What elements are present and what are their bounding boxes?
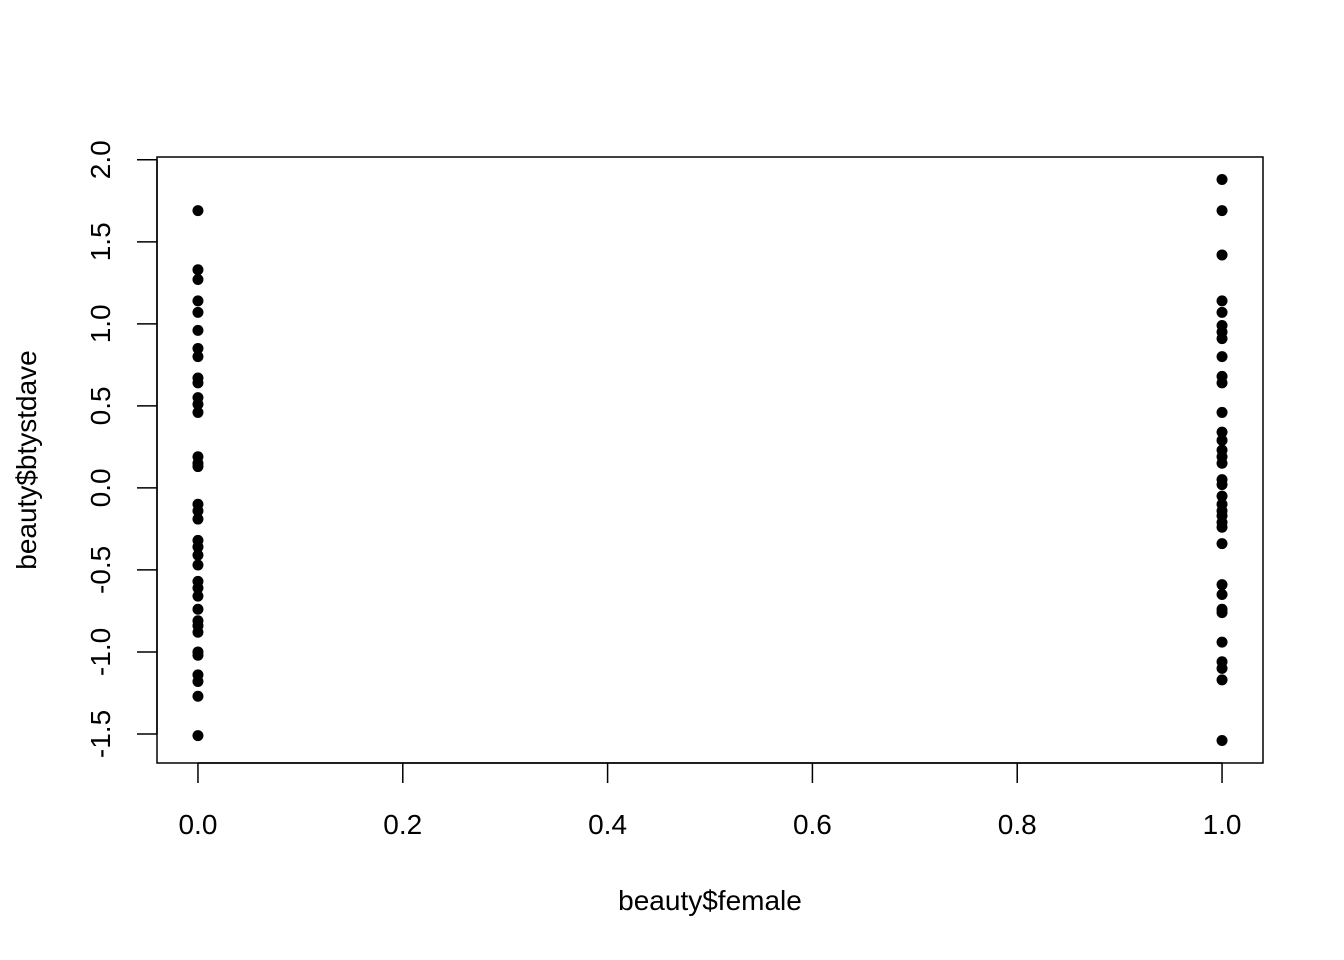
point bbox=[1216, 426, 1228, 438]
point bbox=[1216, 674, 1228, 686]
point bbox=[192, 342, 204, 354]
y-tick-label: 1.5 bbox=[85, 222, 116, 261]
y-tick-label: 1.0 bbox=[85, 304, 116, 343]
point bbox=[1216, 434, 1228, 446]
point bbox=[1216, 351, 1228, 363]
point bbox=[1216, 406, 1228, 418]
point bbox=[1216, 479, 1228, 491]
point bbox=[1216, 490, 1228, 502]
point bbox=[192, 582, 204, 594]
point bbox=[1216, 249, 1228, 261]
point bbox=[1216, 333, 1228, 345]
point bbox=[192, 626, 204, 638]
x-tick-label: 0.2 bbox=[383, 809, 422, 840]
plot-box bbox=[156, 156, 1264, 764]
point bbox=[192, 675, 204, 687]
point bbox=[1216, 521, 1228, 533]
y-tick-label: 2.0 bbox=[85, 140, 116, 179]
point bbox=[192, 603, 204, 615]
point bbox=[1216, 607, 1228, 619]
y-tick-label: -1.0 bbox=[85, 628, 116, 676]
point bbox=[192, 541, 204, 553]
point bbox=[192, 295, 204, 307]
point bbox=[192, 406, 204, 418]
point bbox=[192, 690, 204, 702]
x-tick-label: 0.4 bbox=[588, 809, 627, 840]
point bbox=[1216, 205, 1228, 217]
x-tick-label: 1.0 bbox=[1203, 809, 1242, 840]
point bbox=[1216, 377, 1228, 389]
y-axis-label: beauty$btystdave bbox=[11, 350, 42, 570]
point bbox=[1216, 636, 1228, 648]
point bbox=[192, 590, 204, 602]
point bbox=[1216, 662, 1228, 674]
point bbox=[192, 513, 204, 525]
point bbox=[192, 461, 204, 473]
point bbox=[192, 377, 204, 389]
point bbox=[192, 306, 204, 318]
point bbox=[192, 274, 204, 286]
point bbox=[1216, 306, 1228, 318]
x-axis-label: beauty$female bbox=[618, 885, 802, 916]
y-tick-label: 0.5 bbox=[85, 386, 116, 425]
point bbox=[192, 398, 204, 410]
x-tick-label: 0.6 bbox=[793, 809, 832, 840]
point bbox=[192, 505, 204, 517]
point bbox=[192, 264, 204, 276]
point bbox=[1216, 295, 1228, 307]
point bbox=[192, 324, 204, 336]
y-tick-label: 0.0 bbox=[85, 468, 116, 507]
point bbox=[1216, 538, 1228, 550]
point bbox=[1216, 579, 1228, 591]
point bbox=[192, 351, 204, 363]
point bbox=[192, 559, 204, 571]
point bbox=[1216, 589, 1228, 601]
point bbox=[192, 205, 204, 217]
y-tick-label: -0.5 bbox=[85, 546, 116, 594]
point bbox=[192, 730, 204, 742]
point bbox=[1216, 173, 1228, 185]
point bbox=[1216, 457, 1228, 469]
y-tick-label: -1.5 bbox=[85, 710, 116, 758]
x-tick-label: 0.0 bbox=[178, 809, 217, 840]
point bbox=[1216, 735, 1228, 747]
x-tick-label: 0.8 bbox=[998, 809, 1037, 840]
point bbox=[192, 549, 204, 561]
point bbox=[192, 649, 204, 661]
